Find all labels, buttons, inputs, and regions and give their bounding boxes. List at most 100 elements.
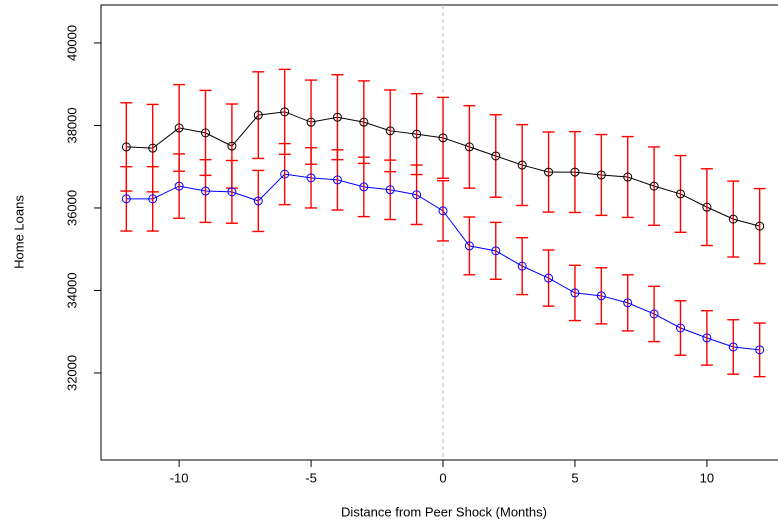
- point: [359, 117, 369, 127]
- point: [332, 175, 342, 185]
- x-tick-label: 5: [571, 470, 578, 485]
- point: [649, 181, 659, 191]
- error-bar: [648, 285, 661, 343]
- point: [438, 206, 448, 216]
- point: [544, 273, 554, 283]
- point: [121, 142, 131, 152]
- point: [385, 185, 395, 195]
- point: [227, 187, 237, 197]
- point: [544, 167, 554, 177]
- error-bar: [120, 166, 133, 232]
- error-bar: [516, 123, 529, 207]
- error-bar: [331, 149, 344, 211]
- x-tick-label: -5: [305, 470, 317, 485]
- point: [280, 169, 290, 179]
- y-tick-label: 40000: [64, 25, 79, 61]
- error-bar: [595, 267, 608, 325]
- x-axis-title: Distance from Peer Shock (Months): [341, 504, 547, 519]
- point: [306, 173, 316, 183]
- point: [253, 110, 263, 120]
- point: [702, 202, 712, 212]
- error-bar: [595, 133, 608, 217]
- point: [174, 123, 184, 133]
- error-bar: [463, 216, 476, 276]
- error-bar: [621, 274, 634, 332]
- point: [412, 190, 422, 200]
- error-bar: [146, 166, 159, 232]
- error-bar: [700, 168, 713, 247]
- error-bar: [674, 300, 687, 356]
- point: [728, 342, 738, 352]
- error-bar: [463, 104, 476, 189]
- error-bar: [225, 159, 238, 224]
- error-bar: [252, 71, 265, 160]
- error-bar: [489, 221, 502, 281]
- point: [174, 181, 184, 191]
- point: [438, 133, 448, 143]
- y-tick-label: 38000: [64, 107, 79, 143]
- error-bar: [199, 158, 212, 224]
- error-bar: [173, 153, 186, 219]
- error-bar: [674, 154, 687, 233]
- point: [623, 298, 633, 308]
- error-bar: [542, 131, 555, 213]
- error-bar: [753, 187, 766, 265]
- error-bar: [384, 159, 397, 221]
- error-bar: [489, 114, 502, 198]
- point: [570, 167, 580, 177]
- point: [385, 126, 395, 136]
- error-bar: [410, 164, 423, 226]
- point: [517, 160, 527, 170]
- point: [491, 246, 501, 256]
- error-bar: [252, 169, 265, 233]
- error-bar: [542, 249, 555, 307]
- y-axis-title: Home Loans: [11, 195, 26, 269]
- point: [121, 194, 131, 204]
- error-bar: [437, 96, 449, 179]
- point: [359, 182, 369, 192]
- error-bar: [727, 319, 740, 375]
- point: [201, 186, 210, 196]
- point: [676, 189, 685, 199]
- error-bar: [727, 180, 740, 258]
- point: [517, 261, 527, 271]
- x-tick-label: -10: [170, 470, 189, 485]
- point: [755, 221, 765, 231]
- error-bar: [568, 264, 581, 322]
- error-bar: [516, 236, 529, 296]
- x-tick-label: 0: [439, 470, 446, 485]
- y-tick-label: 34000: [64, 272, 79, 308]
- y-tick-label: 36000: [64, 190, 79, 226]
- point: [464, 241, 474, 251]
- point: [596, 291, 606, 301]
- point: [332, 112, 342, 122]
- error-bar: [278, 142, 291, 206]
- error-bar: [700, 309, 713, 366]
- point: [491, 151, 501, 161]
- point: [148, 143, 158, 153]
- point: [306, 117, 316, 127]
- error-bar: [568, 130, 581, 214]
- point: [570, 288, 580, 298]
- point: [755, 345, 765, 355]
- point: [148, 194, 158, 204]
- error-bar: [357, 156, 370, 218]
- y-tick-label: 32000: [64, 355, 79, 391]
- point: [623, 172, 633, 182]
- point: [728, 214, 738, 224]
- error-bar: [437, 180, 449, 242]
- point: [596, 170, 606, 180]
- point: [201, 128, 210, 138]
- point: [412, 129, 422, 139]
- error-bar: [305, 147, 318, 209]
- point: [649, 309, 659, 319]
- x-tick-label: 10: [700, 470, 714, 485]
- point: [280, 107, 290, 117]
- error-bar: [753, 322, 766, 378]
- point: [702, 333, 712, 343]
- point: [464, 142, 474, 152]
- error-bar: [648, 146, 661, 226]
- point: [253, 196, 263, 206]
